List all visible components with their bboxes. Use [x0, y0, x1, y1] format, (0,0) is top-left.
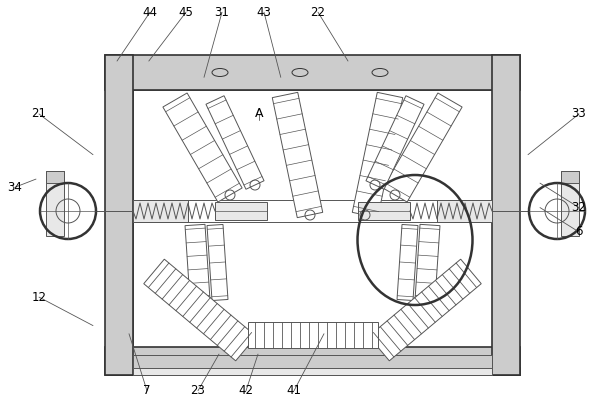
- Text: 22: 22: [311, 6, 325, 19]
- Text: 21: 21: [32, 107, 47, 120]
- Bar: [105, 55, 133, 375]
- Text: 34: 34: [8, 181, 22, 194]
- Polygon shape: [366, 96, 424, 189]
- Bar: [358, 202, 410, 220]
- Bar: [465, 367, 520, 375]
- Bar: [492, 55, 520, 375]
- Bar: [46, 171, 64, 183]
- Text: 31: 31: [215, 6, 229, 19]
- Text: 7: 7: [143, 384, 151, 397]
- Polygon shape: [206, 96, 264, 189]
- Text: 12: 12: [32, 291, 47, 304]
- Text: 41: 41: [287, 384, 302, 397]
- Text: 43: 43: [257, 6, 271, 19]
- Polygon shape: [352, 92, 403, 218]
- Bar: [133, 355, 492, 369]
- Text: 32: 32: [572, 201, 586, 214]
- Text: 42: 42: [238, 384, 253, 397]
- Bar: [46, 171, 64, 236]
- Text: 45: 45: [179, 6, 193, 19]
- Polygon shape: [163, 93, 242, 202]
- Polygon shape: [369, 259, 481, 361]
- Bar: [133, 200, 188, 222]
- Text: 33: 33: [572, 107, 586, 120]
- Text: 44: 44: [143, 6, 157, 19]
- Polygon shape: [207, 225, 228, 300]
- Bar: [561, 171, 579, 183]
- Bar: [133, 368, 492, 375]
- Polygon shape: [185, 224, 210, 301]
- Bar: [105, 347, 520, 375]
- Text: 23: 23: [191, 384, 205, 397]
- Bar: [437, 200, 492, 222]
- Bar: [105, 367, 160, 375]
- Polygon shape: [272, 92, 323, 218]
- Polygon shape: [415, 224, 440, 301]
- Text: 6: 6: [575, 225, 583, 239]
- Polygon shape: [248, 322, 378, 348]
- Bar: [215, 202, 267, 220]
- Polygon shape: [383, 93, 462, 202]
- Bar: [105, 55, 520, 90]
- Bar: [561, 171, 579, 236]
- Text: A: A: [255, 107, 263, 120]
- Polygon shape: [144, 259, 256, 361]
- Polygon shape: [397, 225, 418, 300]
